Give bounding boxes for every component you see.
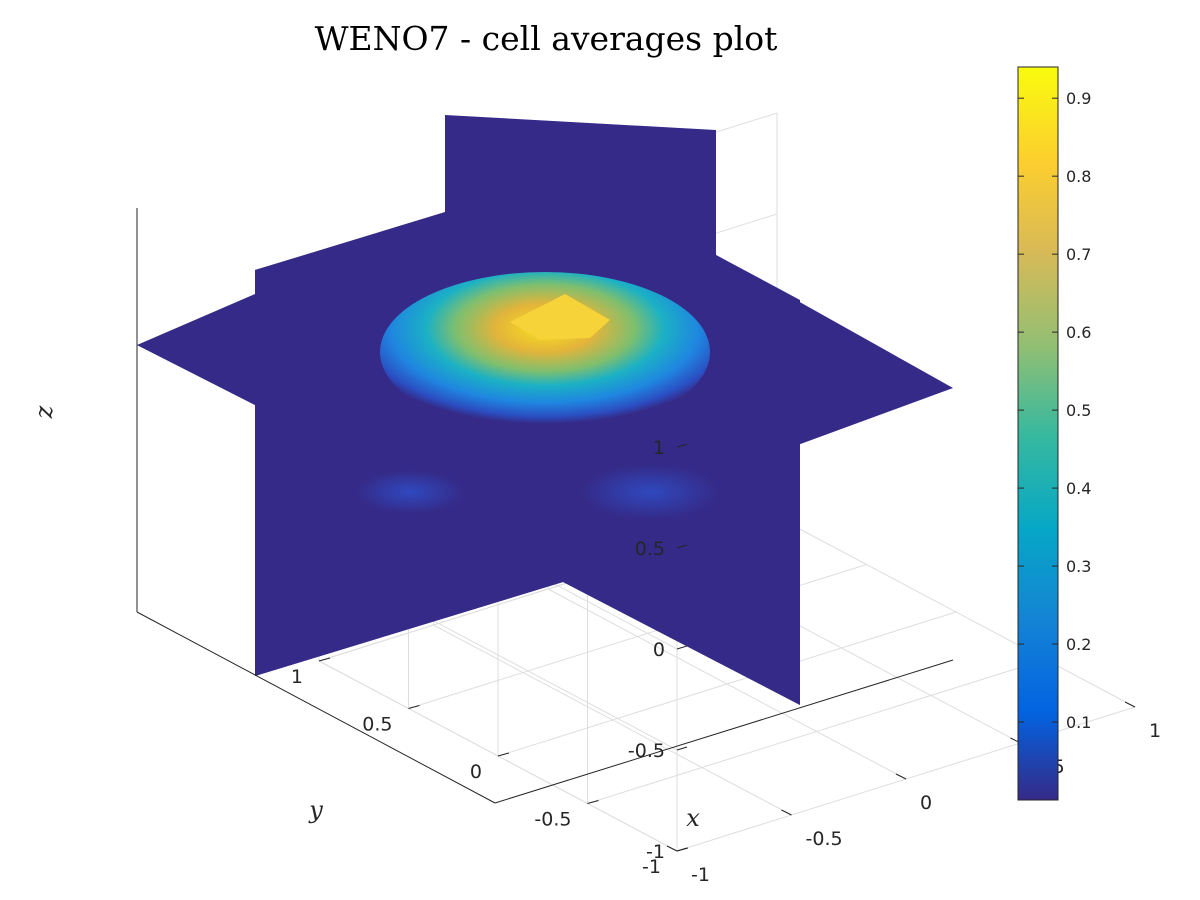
z-tick-label: -0.5 <box>628 740 665 762</box>
y-tick-label: -0.5 <box>534 809 571 831</box>
colorbar: 0.1 0.2 0.3 0.4 0.5 0.6 0.7 0.8 0.9 <box>1017 66 1091 801</box>
z-tick-mark <box>676 443 688 448</box>
field-bump-upper <box>380 272 710 432</box>
y-tick-label: 0 <box>470 761 482 783</box>
colorbar-gradient <box>1017 66 1059 801</box>
z-tick-label: 0 <box>653 639 665 661</box>
colorbar-tick-label: 0.6 <box>1066 323 1091 342</box>
z-tick-mark <box>676 746 688 751</box>
y-tick-mark <box>408 705 420 709</box>
y-tick-mark <box>676 847 689 852</box>
x-tick-label: -0.5 <box>806 828 843 850</box>
x-tick-label: 0 <box>920 792 932 814</box>
z-tick-mark <box>676 645 688 650</box>
x-axis-label: x <box>686 804 700 832</box>
colorbar-tick-label: 0.1 <box>1066 713 1091 732</box>
y-tick-mark <box>587 800 599 804</box>
x-tick-mark <box>1124 701 1136 708</box>
z-tick-label: -1 <box>646 841 665 863</box>
field-bump-lower-right <box>580 464 720 520</box>
slice-planes <box>137 115 953 705</box>
grid-floor-x <box>776 516 1136 708</box>
axes-lines <box>136 208 954 804</box>
y-tick-label: 1 <box>291 666 303 688</box>
colorbar-tick-label: 0.8 <box>1066 167 1091 186</box>
x-tick-label: -1 <box>691 864 710 886</box>
z-tick-label: 1 <box>653 437 665 459</box>
x-tick-label: 1 <box>1149 720 1161 742</box>
colorbar-tick-label: 0.5 <box>1066 401 1091 420</box>
colorbar-ticks: 0.1 0.2 0.3 0.4 0.5 0.6 0.7 0.8 0.9 <box>1018 89 1091 732</box>
z-axis-label: z <box>30 405 58 419</box>
z-tick-mark <box>676 544 688 549</box>
y-axis-ticks: -1 -0.5 0 0.5 1 <box>291 657 689 878</box>
x-tick-mark <box>895 773 907 780</box>
y-tick-mark <box>318 657 331 662</box>
y-tick-label: -1 <box>642 856 661 878</box>
y-tick-label: 0.5 <box>362 714 392 736</box>
y-tick-mark <box>497 752 510 757</box>
z-tick-label: 0.5 <box>635 538 665 560</box>
grid-floor-y <box>497 611 957 757</box>
field-bump-cap <box>510 294 610 340</box>
colorbar-tick-label: 0.3 <box>1066 557 1091 576</box>
colorbar-tick-label: 0.9 <box>1066 89 1091 108</box>
field-bump-lower-left <box>355 470 465 514</box>
chart-title: WENO7 - cell averages plot <box>315 19 778 58</box>
colorbar-tick-label: 0.2 <box>1066 635 1091 654</box>
colorbar-tick-label: 0.7 <box>1066 245 1091 264</box>
y-axis-label: y <box>308 796 323 824</box>
colorbar-tick-label: 0.4 <box>1066 479 1091 498</box>
chart-title-text: WENO7 - cell averages plot <box>315 19 778 58</box>
x-tick-mark <box>781 809 792 816</box>
x-tick-mark <box>666 845 678 852</box>
